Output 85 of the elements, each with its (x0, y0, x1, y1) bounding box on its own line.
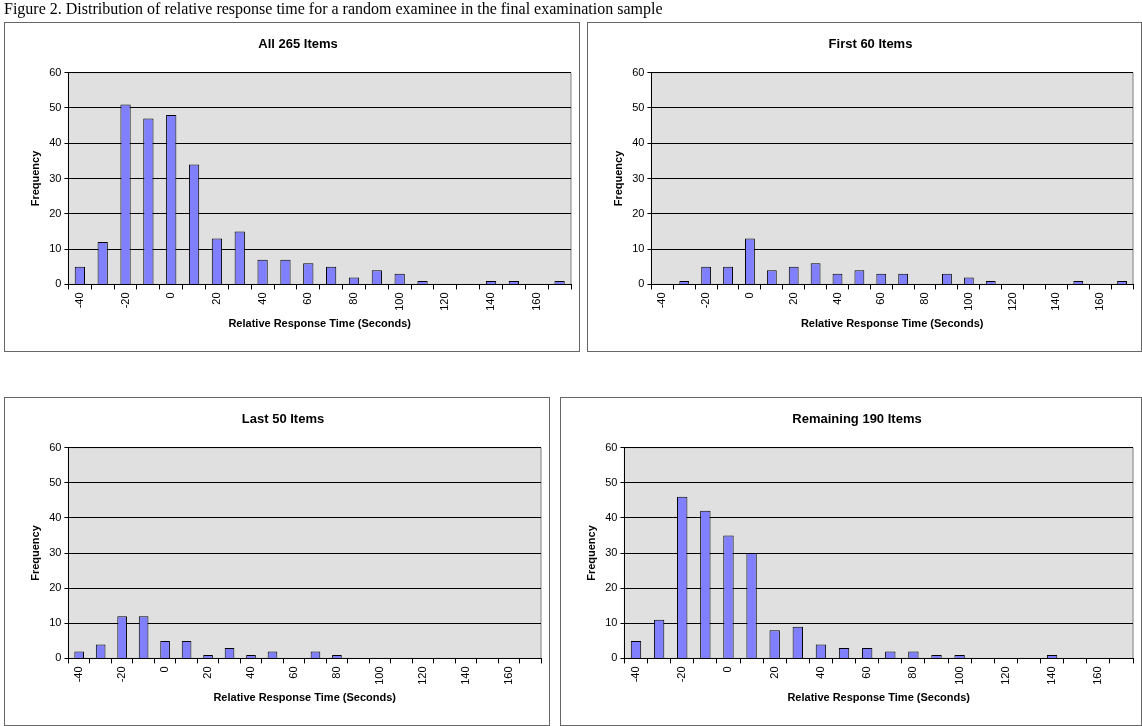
x-tick-label: 80 (347, 292, 360, 305)
y-tick-label: 10 (49, 616, 62, 629)
x-tick-label: 140 (1045, 666, 1058, 685)
x-tick-label: -20 (675, 666, 688, 683)
y-axis-title: Frequency (28, 149, 41, 207)
x-tick-label: 80 (918, 292, 931, 305)
y-axis-title: Frequency (28, 524, 41, 581)
y-tick-label: 0 (55, 277, 62, 290)
x-tick-label: 160 (1091, 666, 1104, 685)
y-tick-label: 30 (605, 546, 618, 559)
x-tick-label: 80 (329, 666, 342, 679)
y-tick-label: 50 (605, 475, 618, 488)
y-tick-label: 30 (632, 171, 645, 184)
x-tick-label: 120 (998, 666, 1011, 685)
x-tick-label: 0 (164, 292, 177, 299)
x-axis-title: Relative Response Time (Seconds) (800, 317, 984, 330)
y-tick-label: 20 (49, 581, 62, 594)
x-tick-label: 140 (458, 666, 471, 685)
x-tick-label: 100 (952, 666, 965, 685)
x-tick-label: 0 (158, 666, 171, 673)
x-tick-label: 100 (961, 292, 974, 311)
y-tick-label: 30 (49, 171, 62, 184)
x-tick-label: 20 (201, 666, 214, 679)
y-tick-label: 40 (49, 136, 62, 149)
x-tick-label: -20 (115, 666, 128, 683)
y-tick-label: 60 (605, 440, 618, 453)
y-tick-label: 50 (49, 475, 62, 488)
x-tick-label: 0 (742, 292, 755, 299)
x-tick-label: 120 (1005, 292, 1018, 311)
x-tick-label: -40 (655, 292, 668, 309)
x-tick-label: -40 (629, 666, 642, 683)
x-tick-label: 100 (392, 292, 405, 311)
x-tick-label: 20 (209, 292, 222, 305)
y-tick-label: 10 (605, 616, 618, 629)
x-tick-label: 160 (501, 666, 514, 685)
x-tick-label: 120 (438, 292, 451, 311)
x-tick-label: 160 (1093, 292, 1106, 311)
y-tick-label: 20 (49, 206, 62, 219)
y-tick-label: 20 (632, 206, 645, 219)
x-tick-label: 20 (786, 292, 799, 305)
x-tick-label: -20 (118, 292, 131, 309)
y-tick-label: 30 (49, 546, 62, 559)
x-tick-label: 140 (484, 292, 497, 311)
x-tick-label: 60 (860, 666, 873, 679)
chart-title: All 265 Items (258, 36, 338, 52)
y-tick-label: 20 (605, 581, 618, 594)
x-tick-label: 60 (874, 292, 887, 305)
x-tick-label: 100 (372, 666, 385, 685)
y-tick-label: 0 (611, 651, 618, 664)
x-tick-label: 60 (287, 666, 300, 679)
y-tick-label: 0 (55, 651, 62, 664)
x-tick-label: 40 (244, 666, 257, 679)
x-tick-label: 160 (529, 292, 542, 311)
y-tick-label: 60 (632, 65, 645, 78)
x-tick-label: 0 (721, 666, 734, 673)
y-tick-label: 10 (632, 242, 645, 255)
y-axis-title: Frequency (584, 524, 597, 581)
y-tick-label: 0 (638, 277, 645, 290)
x-axis-title: Relative Response Time (Seconds) (787, 691, 971, 704)
chart-title: First 60 Items (828, 36, 913, 52)
x-tick-label: 120 (415, 666, 428, 685)
x-tick-label: 40 (255, 292, 268, 305)
x-tick-label: 40 (830, 292, 843, 305)
caption: Figure 2. Distribution of relative response time for a random examinee in the final examination sample (4, 0, 663, 18)
y-tick-label: 50 (632, 100, 645, 113)
x-tick-label: -40 (72, 666, 85, 683)
x-tick-label: 40 (813, 666, 826, 679)
y-tick-label: 40 (49, 510, 62, 523)
chart-title: Last 50 Items (241, 411, 325, 427)
y-tick-label: 40 (632, 136, 645, 149)
x-tick-label: -20 (699, 292, 712, 309)
x-axis-title: Relative Response Time (Seconds) (213, 691, 397, 704)
x-tick-label: 140 (1049, 292, 1062, 311)
x-tick-label: 20 (767, 666, 780, 679)
y-tick-label: 60 (49, 65, 62, 78)
y-tick-label: 10 (49, 242, 62, 255)
x-tick-label: -40 (72, 292, 85, 309)
x-axis-title: Relative Response Time (Seconds) (228, 317, 412, 330)
y-tick-label: 40 (605, 510, 618, 523)
y-axis-title: Frequency (611, 149, 624, 207)
x-tick-label: 80 (906, 666, 919, 679)
y-tick-label: 60 (49, 440, 62, 453)
x-tick-label: 60 (301, 292, 314, 305)
y-tick-label: 50 (49, 100, 62, 113)
chart-title: Remaining 190 Items (792, 411, 922, 427)
